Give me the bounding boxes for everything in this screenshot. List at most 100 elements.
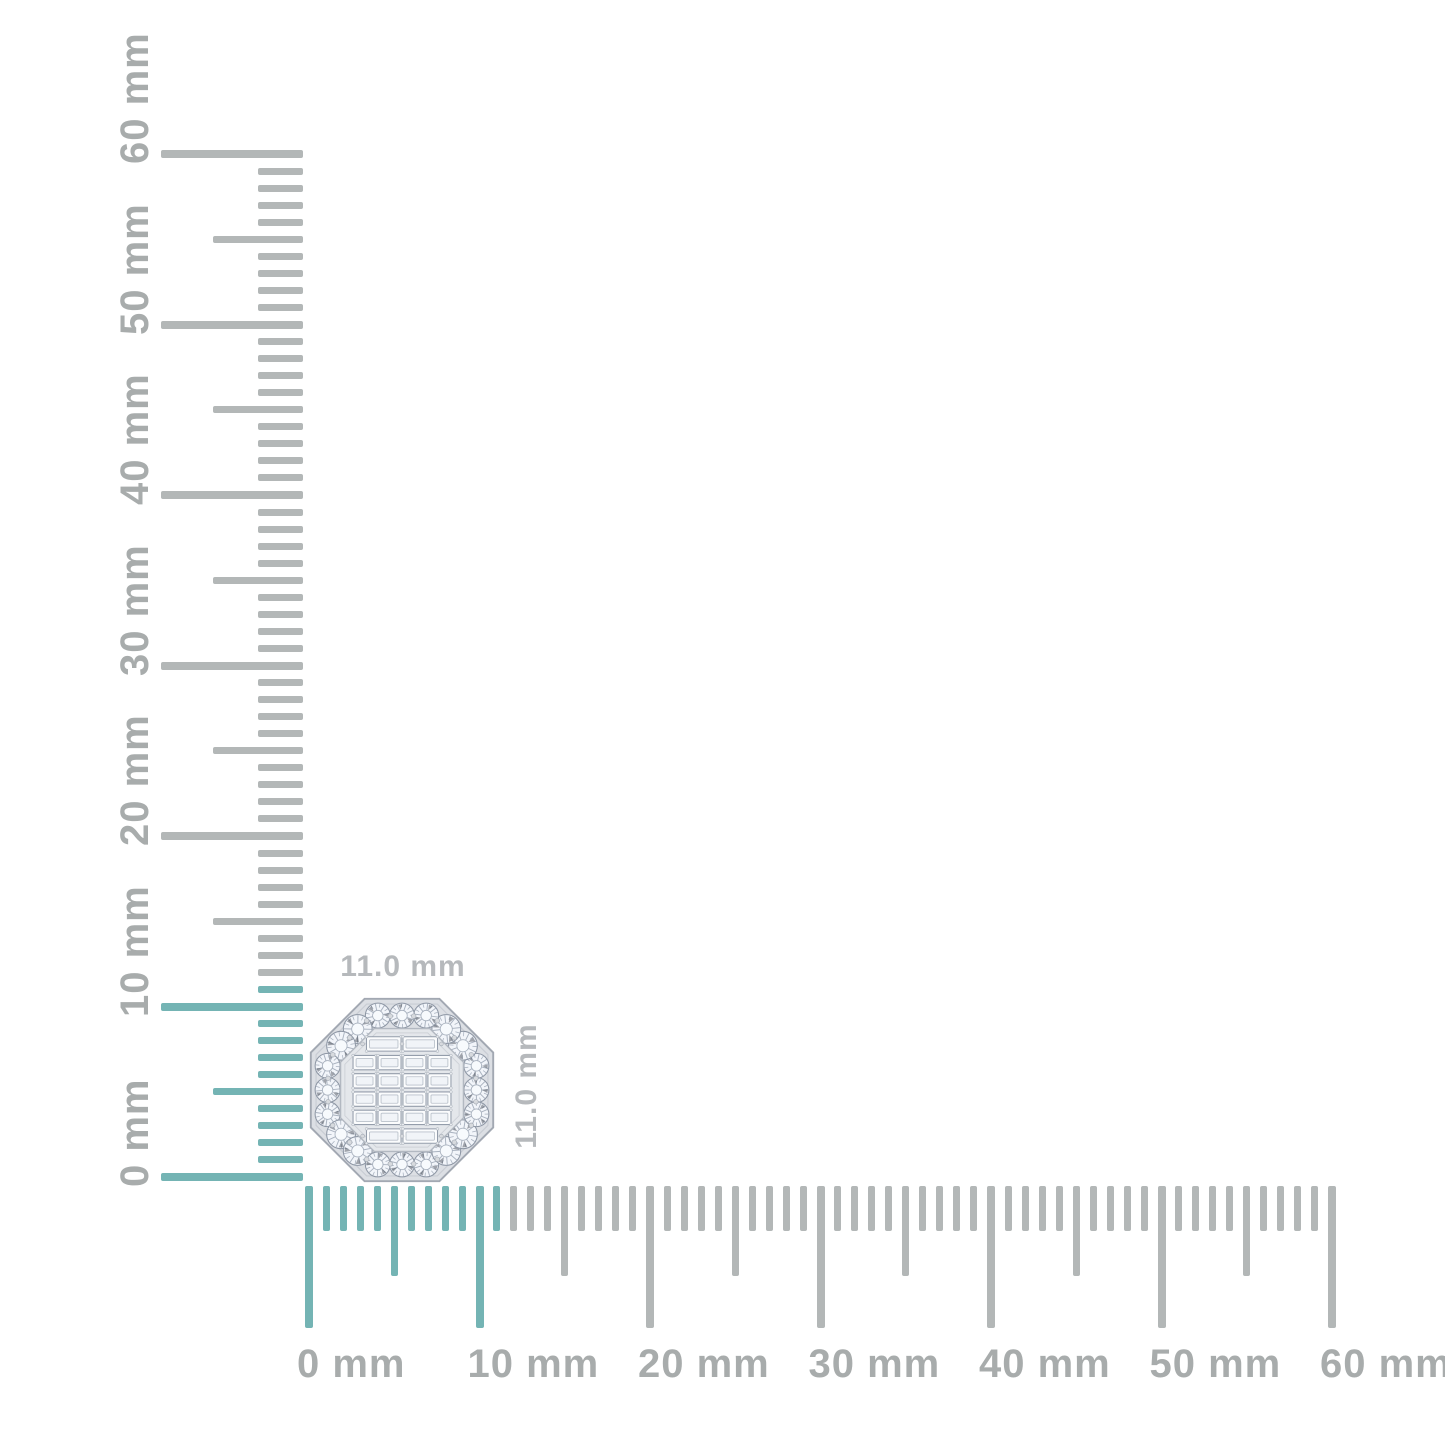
item-height-label: 11.0 mm	[510, 1023, 543, 1149]
facet-line	[464, 1143, 467, 1148]
v-tick-5mm	[213, 1088, 303, 1096]
baguette-prong-dot	[376, 1086, 380, 1090]
baguette-prong-dot	[351, 1090, 355, 1094]
baguette-prong-dot	[376, 1122, 380, 1127]
facet-line	[366, 1166, 371, 1169]
round-stone	[364, 1151, 391, 1178]
v-tick-49mm	[258, 338, 303, 346]
facet-line	[319, 1056, 323, 1060]
round-stone	[314, 1076, 341, 1104]
round-stone-table	[321, 1108, 334, 1120]
facet-line	[407, 1020, 412, 1024]
facet-line	[384, 1008, 388, 1012]
baguette-prong-dot	[426, 1072, 430, 1076]
round-stone-table	[334, 1039, 348, 1053]
facet-line	[381, 1017, 389, 1023]
v-tick-55mm	[213, 235, 303, 243]
baguette-prong-dot	[351, 1068, 355, 1072]
facet-line	[393, 1021, 397, 1025]
facet-line	[349, 1155, 355, 1163]
facet-line	[464, 1062, 472, 1066]
v-tick-3mm	[258, 1122, 303, 1130]
baguette-stone	[351, 1108, 378, 1127]
baguette-stone	[401, 1090, 428, 1108]
facet-line	[334, 1084, 339, 1087]
sparkle-facet	[393, 1020, 399, 1026]
h-tick-8mm	[441, 1186, 449, 1231]
round-stone	[314, 1052, 341, 1079]
baguette-prong-dot	[426, 1090, 430, 1094]
sparkle-facet	[366, 1161, 373, 1166]
baguette-prong-dot	[401, 1122, 405, 1127]
v-tick-50mm	[161, 320, 303, 329]
facet-line	[483, 1085, 488, 1088]
h-ruler-label-10mm: 10 mm	[467, 1342, 600, 1386]
facet-line	[416, 1018, 423, 1024]
facet-line	[325, 1119, 328, 1127]
baguette-prong-dot	[449, 1053, 453, 1058]
facet-line	[446, 1156, 448, 1165]
facet-line	[354, 1137, 358, 1146]
h-tick-19mm	[629, 1186, 637, 1231]
facet-line	[477, 1073, 479, 1078]
facet-line	[335, 1110, 340, 1113]
baguette-prong-dot	[426, 1053, 430, 1058]
facet-line	[373, 1153, 376, 1157]
baguette-prong-dot	[364, 1035, 369, 1039]
h-tick-1mm	[322, 1186, 330, 1231]
h-tick-14mm	[544, 1186, 552, 1231]
v-tick-39mm	[258, 508, 303, 516]
facet-line	[380, 1005, 385, 1012]
sparkle-facet	[479, 1104, 486, 1110]
sparkle-facet	[355, 1157, 361, 1165]
h-tick-11mm	[493, 1186, 501, 1231]
v-tick-27mm	[258, 713, 303, 721]
h-ruler-label-60mm: 60 mm	[1320, 1342, 1445, 1386]
h-tick-20mm	[646, 1186, 654, 1328]
facet-line	[467, 1105, 471, 1109]
facet-line	[391, 1166, 398, 1171]
h-tick-53mm	[1209, 1186, 1217, 1231]
facet-line	[433, 1154, 438, 1158]
facet-line	[380, 1171, 383, 1176]
baguette-inner	[355, 1076, 374, 1086]
facet-line	[335, 1092, 340, 1094]
facet-line	[444, 1137, 447, 1146]
baguette-prong-dot	[376, 1090, 380, 1094]
facet-line	[403, 1019, 408, 1027]
facet-line	[441, 1159, 444, 1165]
facet-line	[439, 1016, 443, 1021]
sparkle-facet	[346, 1017, 353, 1025]
baguette-prong-dot	[435, 1127, 440, 1131]
v-tick-18mm	[258, 866, 303, 874]
h-tick-32mm	[851, 1186, 859, 1231]
facet-line	[471, 1097, 474, 1102]
facet-line	[354, 1160, 357, 1165]
sparkle-facet	[369, 1020, 375, 1026]
baguette-prong-dot	[401, 1104, 405, 1108]
round-stone-table	[334, 1127, 348, 1141]
facet-line	[327, 1041, 336, 1045]
facet-line	[378, 1003, 381, 1008]
sparkle-facet	[428, 1004, 433, 1011]
sparkle-facet	[419, 1169, 425, 1176]
facet-line	[426, 1003, 429, 1011]
baguette-inner	[405, 1131, 435, 1141]
baguette-prong-dot	[364, 1127, 369, 1131]
sparkle-facet	[316, 1068, 323, 1073]
baguette-prong-dot	[376, 1108, 380, 1112]
baguette-prong-dot	[426, 1068, 430, 1072]
round-stone-table	[456, 1039, 470, 1053]
facet-line	[406, 1165, 414, 1168]
baguette-stone	[401, 1108, 428, 1127]
baguette-prong-dot	[435, 1049, 440, 1053]
h-tick-24mm	[714, 1186, 722, 1231]
h-ruler-label-30mm: 30 mm	[808, 1342, 941, 1386]
facet-line	[392, 1156, 396, 1160]
facet-line	[449, 1018, 456, 1025]
sparkle-facet	[327, 1040, 335, 1046]
baguette-stone	[364, 1127, 403, 1145]
facet-line	[427, 1169, 431, 1176]
facet-line	[465, 1068, 473, 1073]
v-tick-40mm	[161, 491, 303, 499]
